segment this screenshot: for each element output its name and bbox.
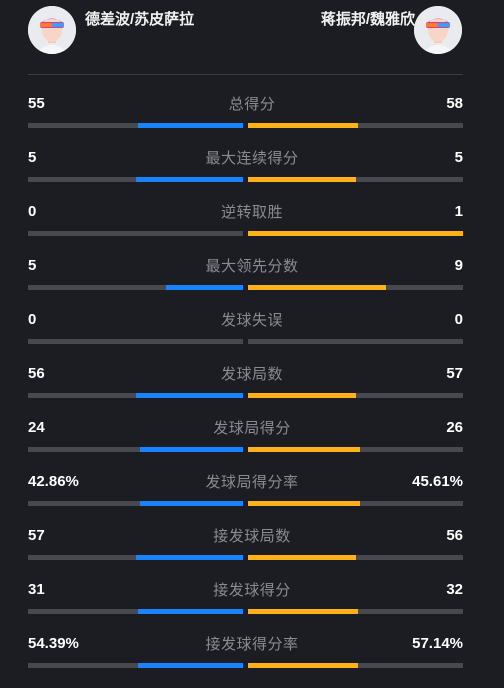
left-stat-bar-fill — [139, 501, 243, 506]
left-stat-bar-fill — [139, 447, 243, 452]
left-stat-bar — [28, 555, 243, 560]
player-avatar-icon — [414, 6, 462, 54]
stat-label: 发球失误 — [220, 312, 283, 329]
left-stat-bar — [28, 177, 243, 182]
stat-row: 0 逆转取胜 1 — [0, 202, 504, 256]
left-team-avatar[interactable] — [28, 6, 76, 54]
stat-label: 最大连续得分 — [205, 150, 299, 167]
right-stat-bar-fill — [248, 501, 360, 506]
left-stat-bar-fill — [137, 123, 243, 128]
stats-list: 55 总得分 58 5 最大连续得分 5 0 逆转取胜 1 5 最大领先分数 9 0 发球失误 0 56 发球局… — [0, 94, 504, 688]
left-stat-value: 54.39% — [28, 635, 79, 652]
right-stat-value: 32 — [446, 581, 463, 598]
left-stat-bar — [28, 339, 243, 344]
right-stat-bar — [248, 177, 463, 182]
left-stat-value: 56 — [28, 365, 45, 382]
left-stat-value: 5 — [28, 149, 37, 166]
right-stat-bar-fill — [248, 447, 360, 452]
right-stat-bar-fill — [248, 663, 358, 668]
stat-label: 接发球得分率 — [205, 636, 299, 653]
right-stat-value: 0 — [454, 311, 463, 328]
right-stat-bar — [248, 609, 463, 614]
left-stat-bar — [28, 447, 243, 452]
left-stat-value: 57 — [28, 527, 45, 544]
stat-row: 56 发球局数 57 — [0, 364, 504, 418]
stat-row: 5 最大连续得分 5 — [0, 148, 504, 202]
right-stat-value: 26 — [446, 419, 463, 436]
right-stat-bar — [248, 393, 463, 398]
left-stat-bar — [28, 501, 243, 506]
stat-row: 24 发球局得分 26 — [0, 418, 504, 472]
right-stat-bar-fill — [248, 231, 463, 236]
stat-row: 54.39% 接发球得分率 57.14% — [0, 634, 504, 688]
stat-label: 接发球局数 — [213, 528, 291, 545]
left-stat-bar — [28, 663, 243, 668]
left-stat-value: 55 — [28, 95, 45, 112]
stat-row: 5 最大领先分数 9 — [0, 256, 504, 310]
right-stat-value: 1 — [454, 203, 463, 220]
right-stat-value: 9 — [454, 257, 463, 274]
right-stat-bar-fill — [248, 393, 356, 398]
right-stat-bar-fill — [248, 609, 358, 614]
left-stat-bar-fill — [137, 663, 243, 668]
left-stat-value: 5 — [28, 257, 37, 274]
left-stat-bar-fill — [135, 555, 243, 560]
right-stat-bar — [248, 501, 463, 506]
right-stat-bar — [248, 123, 463, 128]
left-team-name[interactable]: 德差波/苏皮萨拉 — [85, 11, 195, 28]
left-stat-value: 0 — [28, 311, 37, 328]
player-avatar-icon — [28, 6, 76, 54]
left-stat-value: 31 — [28, 581, 45, 598]
left-stat-bar-fill — [165, 285, 243, 290]
left-stat-bar — [28, 609, 243, 614]
right-stat-value: 57 — [446, 365, 463, 382]
stat-row: 57 接发球局数 56 — [0, 526, 504, 580]
right-team-avatar[interactable] — [414, 6, 462, 54]
right-stat-value: 56 — [446, 527, 463, 544]
header-divider — [28, 74, 463, 75]
right-stat-bar — [248, 447, 463, 452]
right-team-name[interactable]: 蒋振邦/魏雅欣 — [320, 11, 415, 28]
right-stat-bar — [248, 663, 463, 668]
stat-label: 最大领先分数 — [205, 258, 299, 275]
left-stat-bar — [28, 285, 243, 290]
stat-label: 逆转取胜 — [220, 204, 283, 221]
left-stat-value: 42.86% — [28, 473, 79, 490]
right-stat-bar-fill — [248, 285, 386, 290]
stat-row: 55 总得分 58 — [0, 94, 504, 148]
left-stat-bar-fill — [135, 393, 243, 398]
left-stat-bar — [28, 393, 243, 398]
left-stat-bar-fill — [137, 609, 243, 614]
stat-row: 31 接发球得分 32 — [0, 580, 504, 634]
stat-row: 42.86% 发球局得分率 45.61% — [0, 472, 504, 526]
right-stat-bar — [248, 555, 463, 560]
right-stat-bar — [248, 285, 463, 290]
stat-label: 发球局得分 — [213, 420, 291, 437]
stat-label: 发球局得分率 — [205, 474, 299, 491]
right-stat-bar — [248, 339, 463, 344]
left-stat-value: 24 — [28, 419, 45, 436]
left-stat-value: 0 — [28, 203, 37, 220]
right-stat-value: 5 — [454, 149, 463, 166]
right-stat-value: 58 — [446, 95, 463, 112]
right-stat-bar — [248, 231, 463, 236]
left-stat-bar — [28, 231, 243, 236]
left-stat-bar-fill — [135, 177, 243, 182]
right-stat-bar-fill — [248, 177, 356, 182]
right-stat-bar-fill — [248, 123, 358, 128]
left-stat-bar — [28, 123, 243, 128]
right-stat-bar-fill — [248, 555, 356, 560]
stat-label: 总得分 — [228, 96, 276, 113]
right-stat-value: 45.61% — [412, 473, 463, 490]
stat-label: 发球局数 — [220, 366, 283, 383]
stat-label: 接发球得分 — [213, 582, 291, 599]
right-stat-value: 57.14% — [412, 635, 463, 652]
stat-row: 0 发球失误 0 — [0, 310, 504, 364]
match-header: 德差波/苏皮萨拉 蒋振邦/魏雅欣 — [0, 0, 504, 75]
